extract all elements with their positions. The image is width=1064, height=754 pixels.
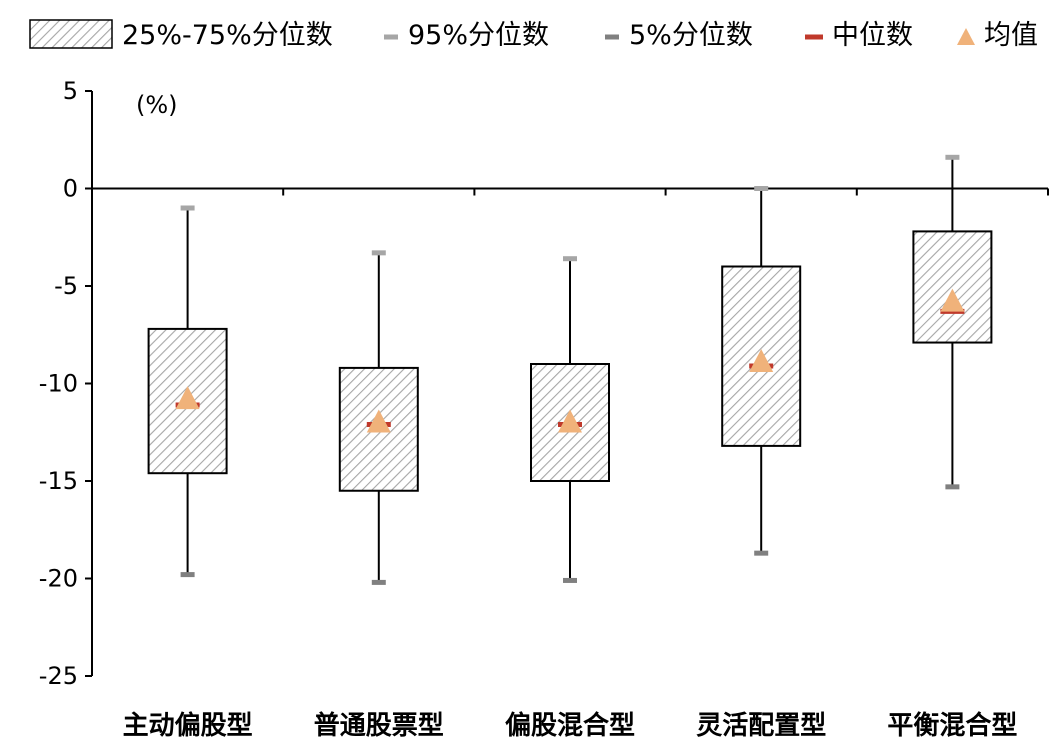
mean-marker bbox=[749, 349, 774, 373]
mean-marker bbox=[366, 409, 391, 433]
x-category-label: 灵活配置型 bbox=[696, 711, 826, 741]
y-tick-label: -5 bbox=[54, 272, 78, 300]
y-tick-label: -15 bbox=[39, 467, 78, 495]
legend-p95-label: 95%分位数 bbox=[408, 20, 549, 51]
y-tick-label: -10 bbox=[39, 370, 78, 398]
legend-median-label: 中位数 bbox=[832, 20, 913, 51]
box-4 bbox=[721, 186, 802, 556]
y-tick-label: 5 bbox=[63, 77, 78, 105]
x-category-label: 主动偏股型 bbox=[123, 710, 253, 741]
y-tick-label: 0 bbox=[63, 175, 78, 203]
legend-p5-label: 5%分位数 bbox=[629, 20, 753, 51]
box-2 bbox=[338, 250, 419, 585]
iqr-box bbox=[912, 230, 993, 344]
legend-mean-label: 均值 bbox=[984, 20, 1038, 51]
x-category-label: 普通股票型 bbox=[314, 710, 444, 741]
legend-mean-marker bbox=[957, 28, 975, 45]
mean-marker bbox=[175, 386, 200, 410]
unit-label: (%) bbox=[136, 91, 178, 119]
box-3 bbox=[530, 256, 610, 583]
box-1 bbox=[147, 205, 228, 578]
y-tick-label: -25 bbox=[39, 662, 78, 690]
x-category-label: 平衡混合型 bbox=[887, 710, 1017, 741]
legend-iqr-swatch bbox=[29, 19, 113, 49]
mean-marker bbox=[940, 288, 965, 312]
mean-marker bbox=[558, 409, 582, 433]
x-category-label: 偏股混合型 bbox=[505, 710, 635, 741]
plot-area bbox=[147, 154, 993, 585]
axes: 5 0 -5 -10 -15 -20 -25 主动偏股型 普通股票型 偏股混合型 灵活配置型 平衡混合… bbox=[39, 77, 1049, 741]
box-5 bbox=[912, 154, 993, 490]
legend-iqr-label: 25%-75%分位数 bbox=[122, 20, 333, 51]
y-tick-label: -20 bbox=[39, 565, 78, 593]
legend: 25%-75%分位数 95%分位数 5%分位数 中位数 均值 bbox=[29, 19, 1038, 51]
